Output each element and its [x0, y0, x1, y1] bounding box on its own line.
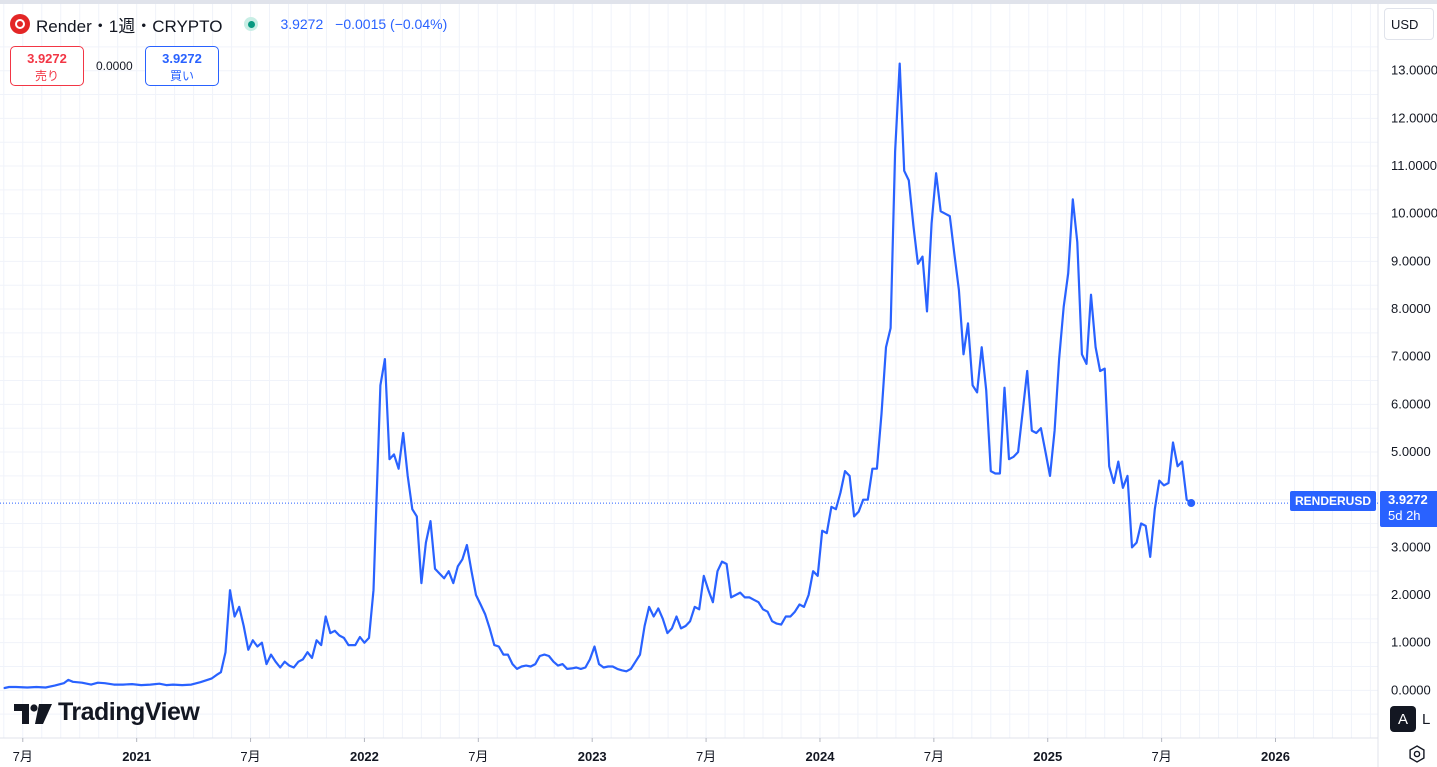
settings-icon[interactable]: [1408, 745, 1426, 763]
x-tick-label: 2024: [806, 749, 836, 764]
symbol-legend[interactable]: Render・1週・CRYPTO 3.9272 −0.0015 (−0.04%): [10, 12, 447, 36]
y-tick-label: 0.0000: [1391, 682, 1431, 697]
sell-button[interactable]: 3.9272 売り: [10, 46, 84, 86]
sell-label: 売り: [34, 69, 59, 83]
y-tick-label: 9.0000: [1391, 253, 1431, 268]
y-tick-label: 6.0000: [1391, 396, 1431, 411]
y-tick-label: 3.0000: [1391, 539, 1431, 554]
price-series-line: [3, 62, 1193, 690]
symbol-title[interactable]: Render・1週・CRYPTO: [36, 16, 223, 36]
price-change: −0.0015: [335, 16, 387, 32]
x-tick-label: 7月: [468, 749, 488, 764]
buy-price: 3.9272: [162, 51, 202, 66]
y-tick-label: 13.0000: [1391, 63, 1437, 78]
y-tick-label: 12.0000: [1391, 110, 1437, 125]
axes: 0.00001.00002.00003.00004.00005.00006.00…: [0, 4, 1437, 767]
bar-countdown: 5d 2h: [1388, 508, 1421, 523]
top-border: [0, 0, 1437, 4]
log-scale-button[interactable]: L: [1422, 710, 1431, 728]
x-tick-label: 7月: [240, 749, 260, 764]
x-tick-label: 2026: [1261, 749, 1290, 764]
logo-text: TradingView: [58, 698, 200, 726]
price-info: 3.9272 −0.0015 (−0.04%): [280, 16, 447, 32]
last-price: 3.9272: [280, 16, 324, 32]
x-tick-label: 7月: [924, 749, 944, 764]
y-tick-label: 7.0000: [1391, 349, 1431, 364]
y-tick-label: 10.0000: [1391, 206, 1437, 221]
x-tick-label: 2023: [578, 749, 607, 764]
y-tick-label: 8.0000: [1391, 301, 1431, 316]
tradingview-logo-icon: [14, 703, 52, 724]
y-tick-label: 2.0000: [1391, 587, 1431, 602]
buy-label: 買い: [169, 69, 194, 83]
currency-selector[interactable]: USD: [1384, 8, 1434, 40]
spread-value: 0.0000: [96, 59, 133, 73]
auto-scale-button[interactable]: A: [1390, 706, 1416, 732]
y-tick-label: 11.0000: [1391, 158, 1437, 173]
x-tick-label: 2022: [350, 749, 379, 764]
last-price-tag: 3.9272 5d 2h: [1380, 491, 1437, 527]
last-price-point: [1187, 499, 1196, 508]
buy-button[interactable]: 3.9272 買い: [145, 46, 219, 86]
grid: [0, 4, 1378, 738]
x-tick-label: 7月: [1152, 749, 1172, 764]
price-change-pct: (−0.04%): [390, 16, 448, 32]
tradingview-logo[interactable]: TradingView: [14, 698, 200, 727]
x-tick-label: 2025: [1033, 749, 1062, 764]
sell-price: 3.9272: [27, 51, 67, 66]
x-tick-label: 7月: [13, 749, 33, 764]
y-tick-label: 1.0000: [1391, 635, 1431, 650]
y-tick-label: 5.0000: [1391, 444, 1431, 459]
x-tick-label: 7月: [696, 749, 716, 764]
symbol-price-label: RENDERUSD: [1290, 491, 1377, 511]
render-coin-icon: [10, 14, 30, 34]
market-open-icon: [244, 17, 259, 31]
x-tick-label: 2021: [122, 749, 151, 764]
series-layer: [0, 62, 1378, 690]
last-price-tag-value: 3.9272: [1388, 492, 1428, 507]
